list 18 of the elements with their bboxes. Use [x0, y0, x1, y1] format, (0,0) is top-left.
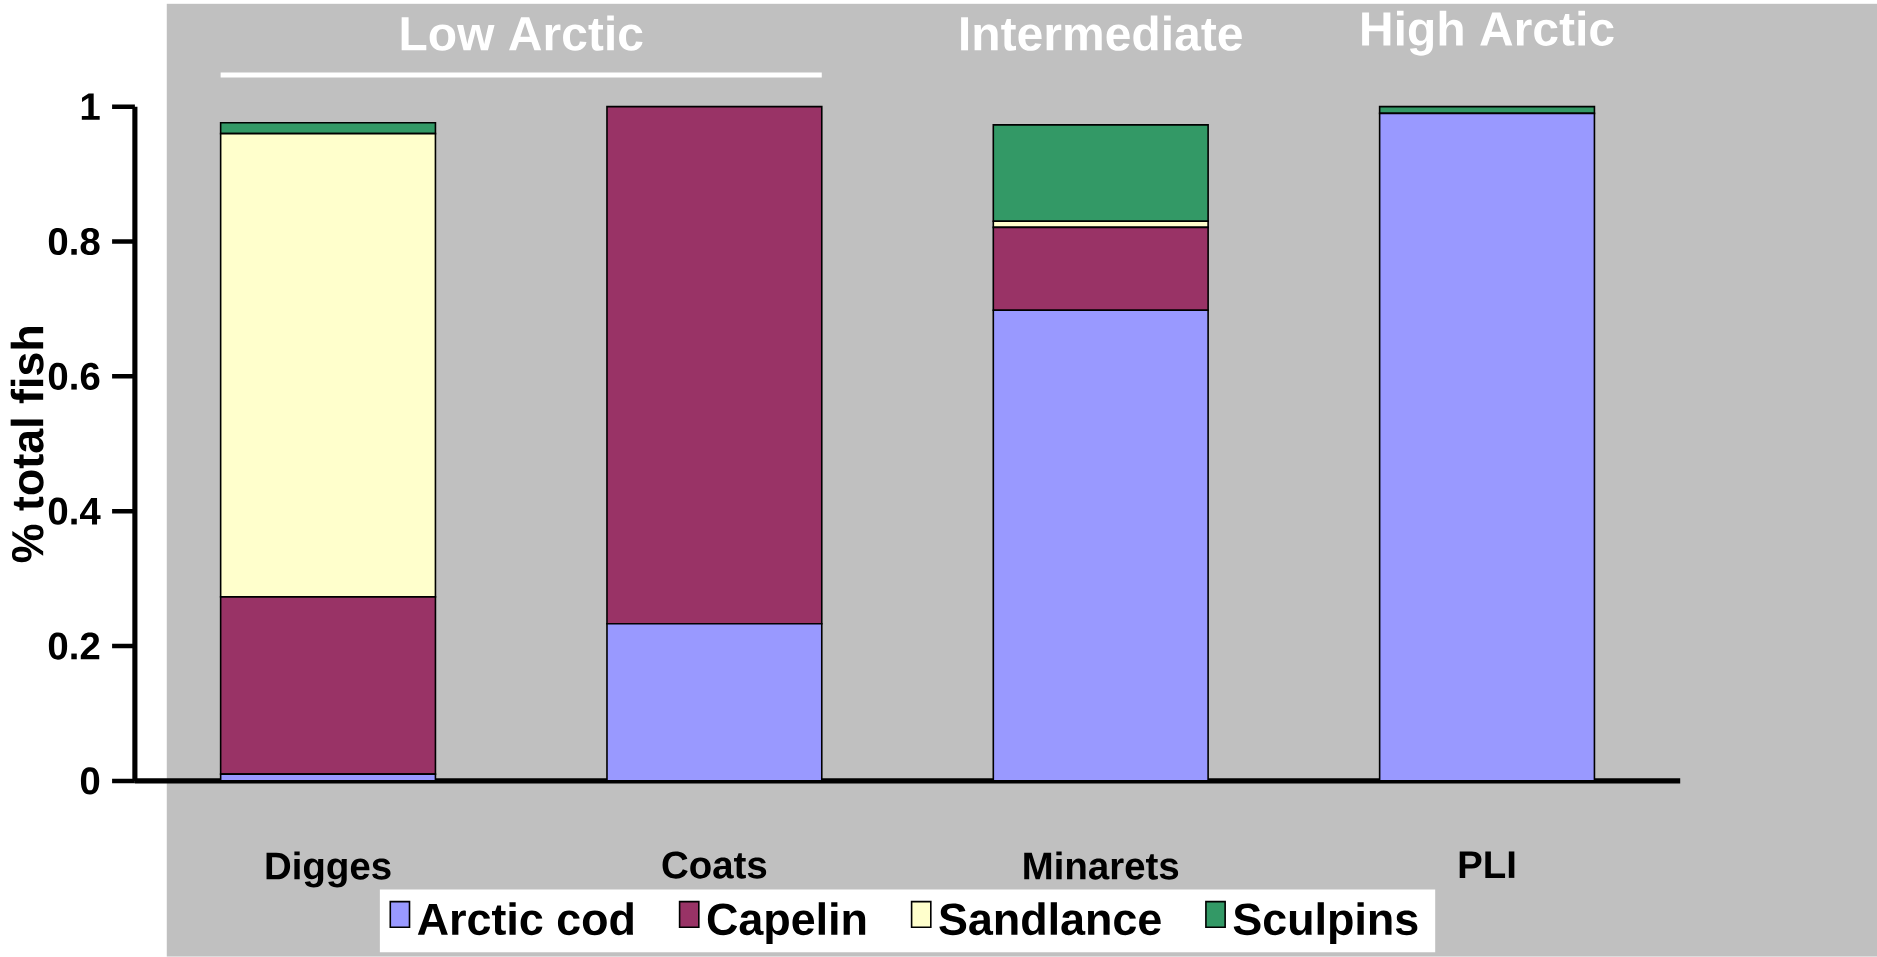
legend-label: Capelin [707, 902, 866, 945]
legend-label: Arctic cod [417, 902, 633, 936]
legend-label: Sandlance [939, 902, 1161, 936]
text: High Arctic [1362, 10, 1614, 56]
y-tick-label: 0.6 [48, 362, 100, 391]
x-tick-label: PLI [1459, 851, 1515, 878]
y-axis-title: % total fish [10, 327, 44, 563]
y-tick-label: 0.4 [48, 497, 101, 525]
text: Low Arctic [401, 15, 643, 51]
text: Intermediate [961, 15, 1242, 51]
y-tick-label: 0.2 [48, 632, 100, 660]
x-tick-label: Coats [662, 851, 767, 879]
y-tick-label: 1 [81, 93, 100, 120]
y-tick-label: 0.8 [48, 228, 100, 256]
x-tick-label: Minarets [1024, 851, 1179, 880]
x-tick-label: Digges [266, 851, 391, 888]
y-tick-label: 0 [80, 767, 100, 795]
legend-label: Sculpins [1233, 902, 1418, 945]
